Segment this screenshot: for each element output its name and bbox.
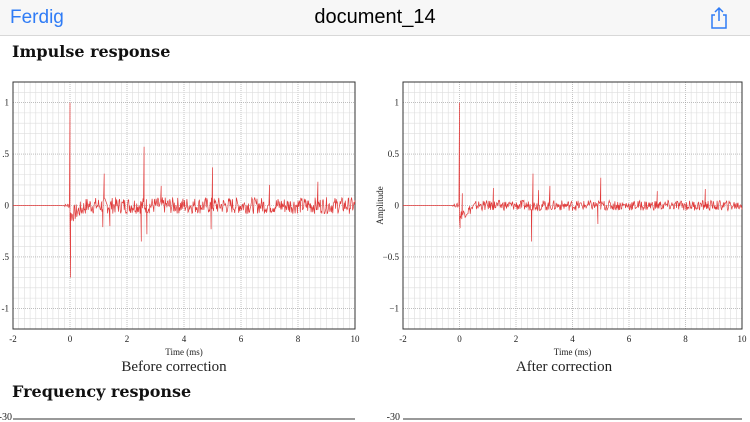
x-tick-label: 6: [239, 334, 244, 344]
impulse-response-heading: Impulse response: [12, 42, 171, 61]
x-tick-label: 8: [296, 334, 301, 344]
x-tick-label: 0: [457, 334, 462, 344]
y-tick-label: −0.5: [383, 252, 400, 262]
x-tick-label: 8: [683, 334, 688, 344]
x-axis-label: Time (ms): [165, 347, 202, 357]
x-tick-label: 10: [738, 334, 748, 344]
impulse-response-line: [403, 102, 743, 242]
x-tick-label: 2: [514, 334, 519, 344]
x-tick-label: 6: [627, 334, 632, 344]
x-tick-label: 4: [570, 334, 575, 344]
y-axis-label: Amplitude: [375, 186, 385, 225]
impulse-response-line: [13, 102, 356, 278]
y-tick-label: −1: [389, 303, 399, 313]
document-title: document_14: [314, 6, 436, 28]
y-tick-label: .5: [2, 149, 9, 159]
y-tick-label: 0: [395, 201, 400, 211]
y-tick-label: 1: [5, 98, 10, 108]
done-button[interactable]: Ferdig: [10, 7, 64, 28]
y-tick-label: 0: [5, 201, 10, 211]
y-tick-label: 0.5: [388, 149, 400, 159]
x-tick-label: 2: [125, 334, 130, 344]
chart-after-correction: -2 0 2 4 6 8 10 1 0.5 0 −0.5 −1 Time (ms) Amplitude: [375, 81, 748, 357]
x-axis-label: Time (ms): [554, 347, 591, 357]
frequency-response-heading: Frequency response: [12, 382, 192, 401]
x-tick-label: 10: [351, 334, 361, 344]
y-tick-label: -1: [2, 303, 10, 313]
navigation-bar: Ferdig document_14: [0, 0, 750, 36]
freq-ytick-right: -30: [387, 412, 400, 422]
freq-ytick-left: -30: [0, 412, 12, 422]
chart-before-correction: -2 0 2 4 6 8 10 1 .5 0 .5 -1 Time (ms): [2, 81, 361, 357]
caption-before: Before correction: [121, 359, 227, 375]
caption-after: After correction: [515, 359, 613, 375]
share-icon[interactable]: [708, 6, 730, 30]
x-tick-label: 4: [182, 334, 187, 344]
x-tick-label: 0: [68, 334, 73, 344]
y-tick-label: 1: [395, 98, 400, 108]
y-tick-label: .5: [2, 252, 9, 262]
x-tick-label: -2: [9, 334, 17, 344]
x-tick-label: -2: [399, 334, 407, 344]
